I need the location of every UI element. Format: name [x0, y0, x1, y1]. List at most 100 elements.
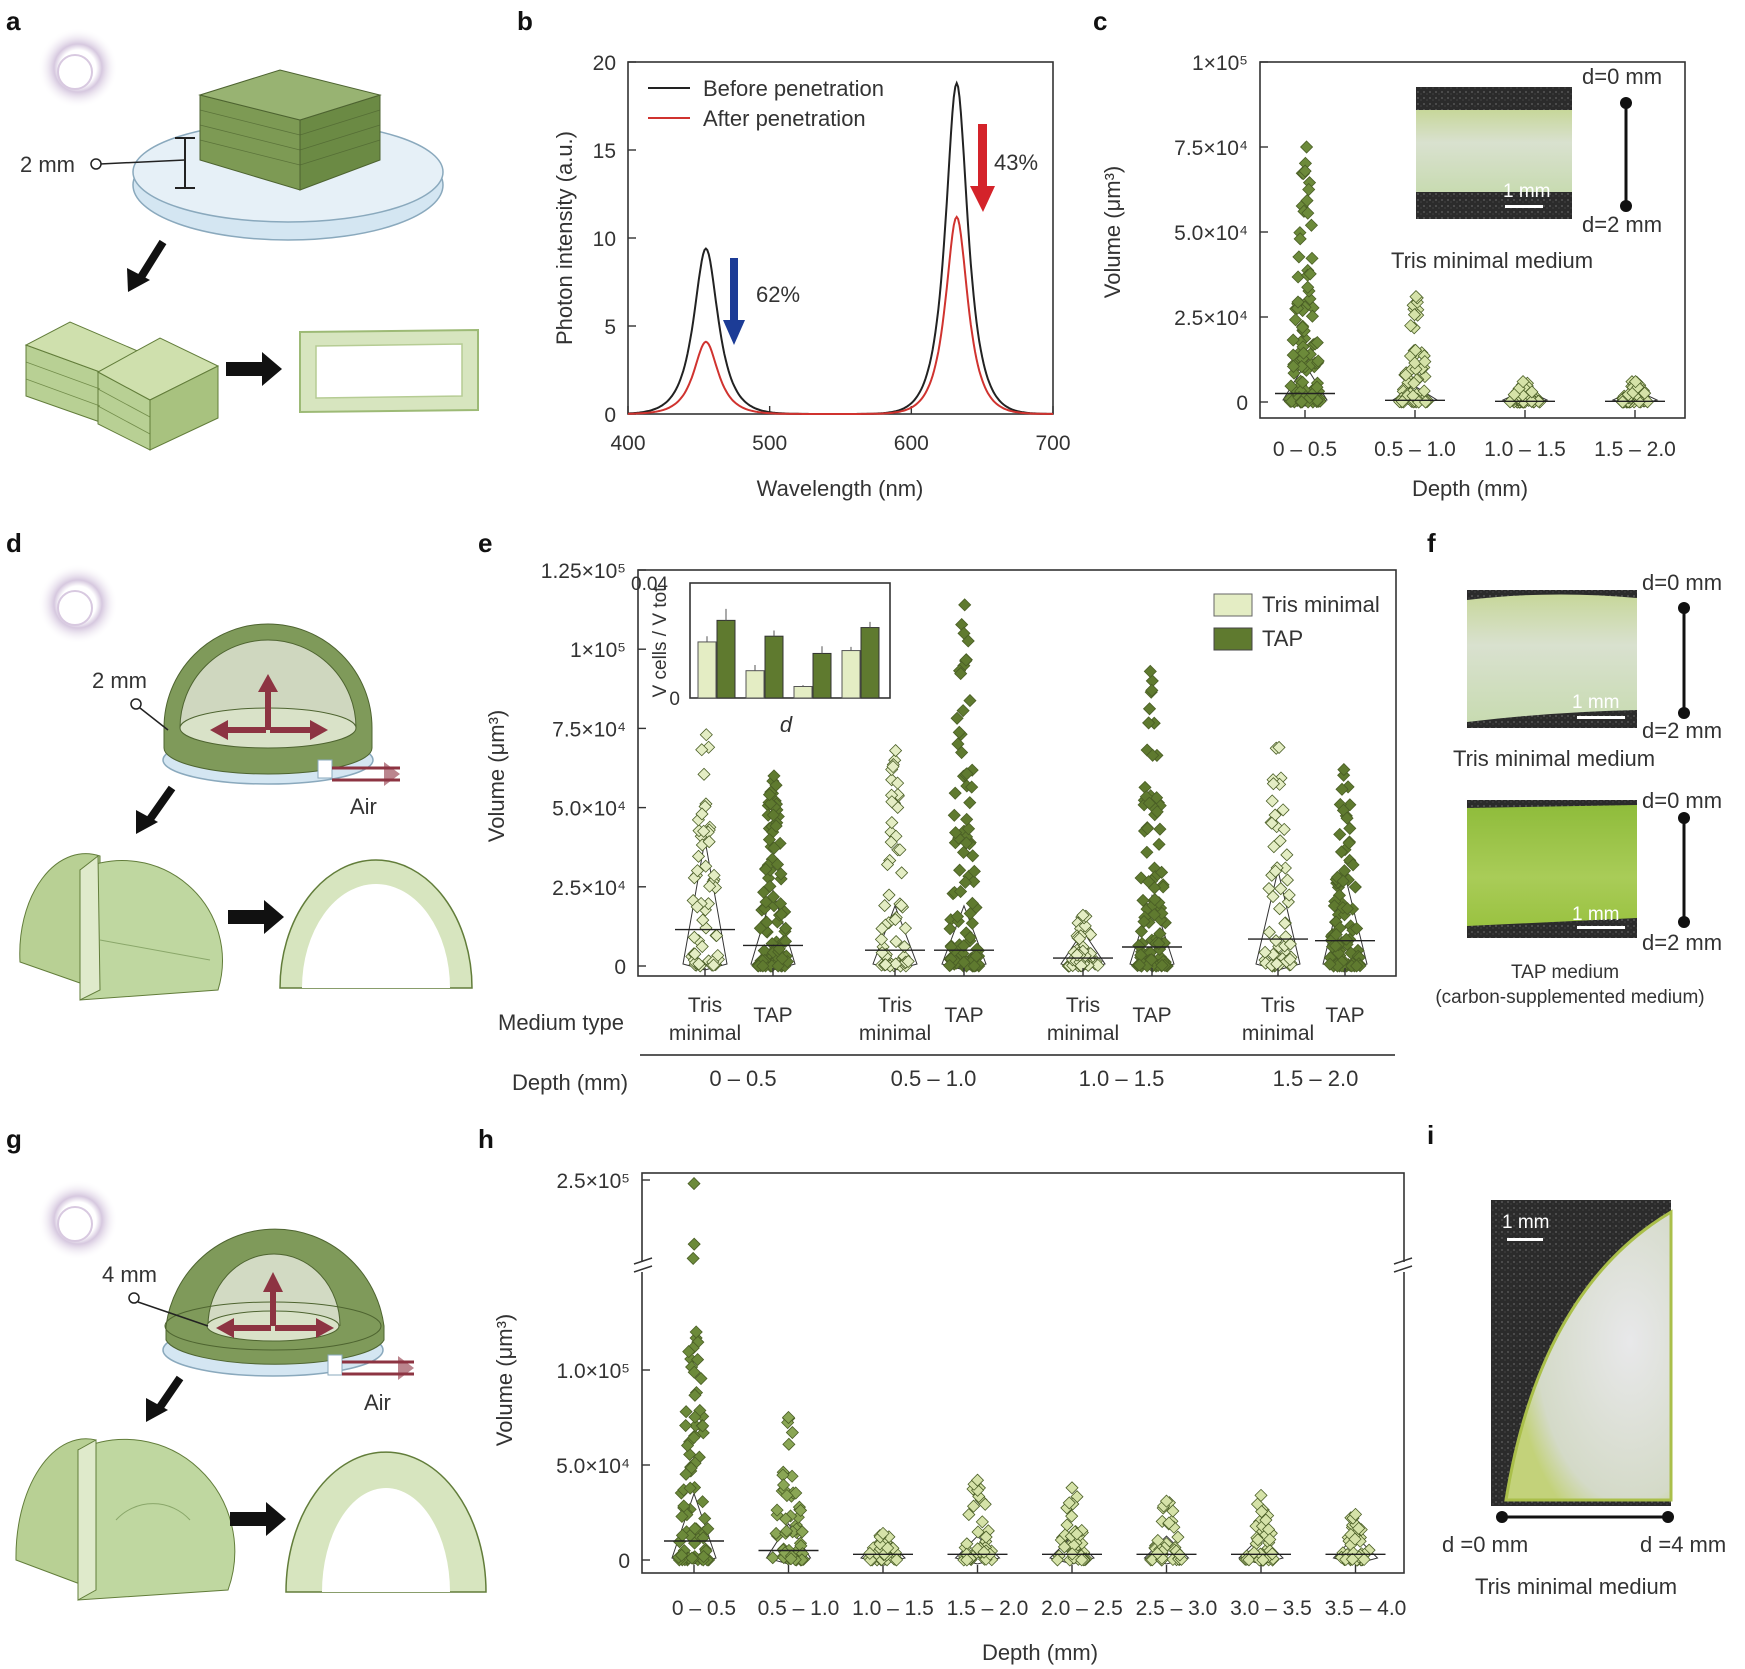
data-point: [1305, 309, 1319, 323]
panel-label-a: a: [6, 6, 21, 36]
data-point: [1304, 218, 1318, 232]
inset-x-label: d: [780, 712, 793, 737]
data-point: [1144, 953, 1158, 967]
panel-label-g: g: [6, 1124, 22, 1154]
data-point: [953, 863, 967, 877]
data-point: [963, 694, 977, 708]
data-point: [1278, 916, 1292, 930]
data-point: [785, 1425, 799, 1440]
inset-bar-tap: [812, 652, 832, 699]
data-point: [1286, 359, 1300, 373]
inset-frame: [689, 582, 891, 699]
photo-caption: TAP medium: [1511, 962, 1619, 983]
data-point: [1266, 777, 1280, 791]
y-tick-label: 20: [593, 52, 616, 75]
depth-right-label: d =4 mm: [1640, 1532, 1726, 1557]
data-point: [767, 769, 781, 783]
x-tick-label: 0 – 0.5: [672, 1597, 736, 1620]
data-point: [687, 1237, 701, 1251]
data-point: [970, 1473, 985, 1487]
data-point: [1083, 928, 1098, 942]
data-point: [889, 744, 903, 758]
data-point: [1283, 937, 1297, 951]
data-point: [688, 1521, 702, 1536]
data-point: [1301, 280, 1315, 294]
data-point: [1293, 232, 1307, 246]
scale-bar-label: 1 mm: [1572, 692, 1620, 713]
data-point: [1302, 182, 1316, 197]
data-point: [893, 843, 907, 857]
data-point: [770, 1503, 784, 1517]
data-point: [767, 841, 781, 855]
legend-label-tris: Tris minimal: [1262, 592, 1380, 617]
depth-label: Depth (mm): [512, 1070, 628, 1095]
y-tick-label: 1×10⁵: [1192, 52, 1248, 75]
data-point: [1134, 924, 1148, 938]
y-tick-label: 5.0×10⁴: [552, 798, 626, 821]
data-point: [702, 835, 716, 849]
data-point: [1288, 313, 1303, 327]
data-point: [895, 866, 909, 880]
data-point: [1274, 882, 1288, 896]
data-point: [978, 1497, 992, 1511]
data-point: [1156, 880, 1170, 894]
data-point: [1408, 356, 1422, 370]
data-point: [960, 1553, 974, 1567]
data-point: [679, 1418, 693, 1433]
data-point: [1147, 908, 1161, 922]
data-point: [1132, 958, 1146, 972]
scale-bar-label: 1 mm: [1503, 181, 1551, 202]
data-point: [957, 939, 971, 953]
data-point: [1280, 848, 1294, 862]
air-label: Air: [364, 1390, 391, 1415]
data-point: [963, 906, 977, 921]
data-point: [1091, 958, 1105, 972]
data-point: [1072, 932, 1087, 946]
depth-bottom-label: d=2 mm: [1642, 718, 1722, 743]
medium-label-minimal: minimal: [669, 1022, 741, 1045]
x-tick-label: 0.5 – 1.0: [1374, 438, 1456, 461]
data-point: [759, 895, 773, 909]
data-point: [963, 930, 977, 944]
data-point: [1148, 892, 1162, 907]
inset-ytick-top: 0.04: [631, 574, 668, 595]
chart-frame: [641, 1172, 1405, 1574]
data-point: [1266, 889, 1280, 904]
data-point: [966, 849, 980, 863]
data-point: [1062, 1496, 1076, 1510]
airflow-arrow-icon: [398, 1356, 414, 1380]
depth-bottom-label: d=2 mm: [1582, 212, 1662, 237]
photo-caption: Tris minimal medium: [1453, 746, 1655, 771]
data-point: [1142, 716, 1156, 730]
data-point: [949, 826, 963, 840]
x-axis-label: Depth (mm): [1412, 476, 1528, 501]
data-point: [1057, 1540, 1071, 1554]
inset-bar-tris: [745, 670, 765, 699]
data-point: [967, 959, 981, 973]
legend-swatch-tris: [1213, 593, 1253, 617]
data-point: [691, 1353, 705, 1367]
series-line-after: [627, 215, 1054, 415]
depth-top-label: d=0 mm: [1642, 788, 1722, 813]
data-point: [1263, 1532, 1277, 1547]
dimension-label: 2 mm: [92, 668, 147, 693]
data-point: [882, 888, 896, 902]
data-point: [894, 898, 908, 912]
data-point: [683, 1447, 697, 1462]
data-point: [1300, 140, 1314, 154]
y-tick-label: 5.0×10⁴: [556, 1455, 630, 1478]
data-point: [1166, 1504, 1180, 1518]
data-point: [1348, 880, 1362, 894]
data-point: [943, 922, 957, 936]
data-point: [954, 667, 968, 681]
data-point: [951, 737, 965, 751]
data-point: [696, 1419, 710, 1433]
medium-label-tris: Tris: [688, 994, 722, 1017]
data-point: [1404, 319, 1418, 333]
photo-i: 1 mm d =0 mm d =4 mm Tris minimal medium: [1442, 1200, 1726, 1599]
data-point: [1300, 194, 1314, 208]
x-tick-label: 2.5 – 3.0: [1136, 1597, 1218, 1620]
data-point: [1136, 893, 1150, 908]
inset-bar-tap: [716, 619, 736, 699]
data-point: [1247, 1546, 1261, 1560]
